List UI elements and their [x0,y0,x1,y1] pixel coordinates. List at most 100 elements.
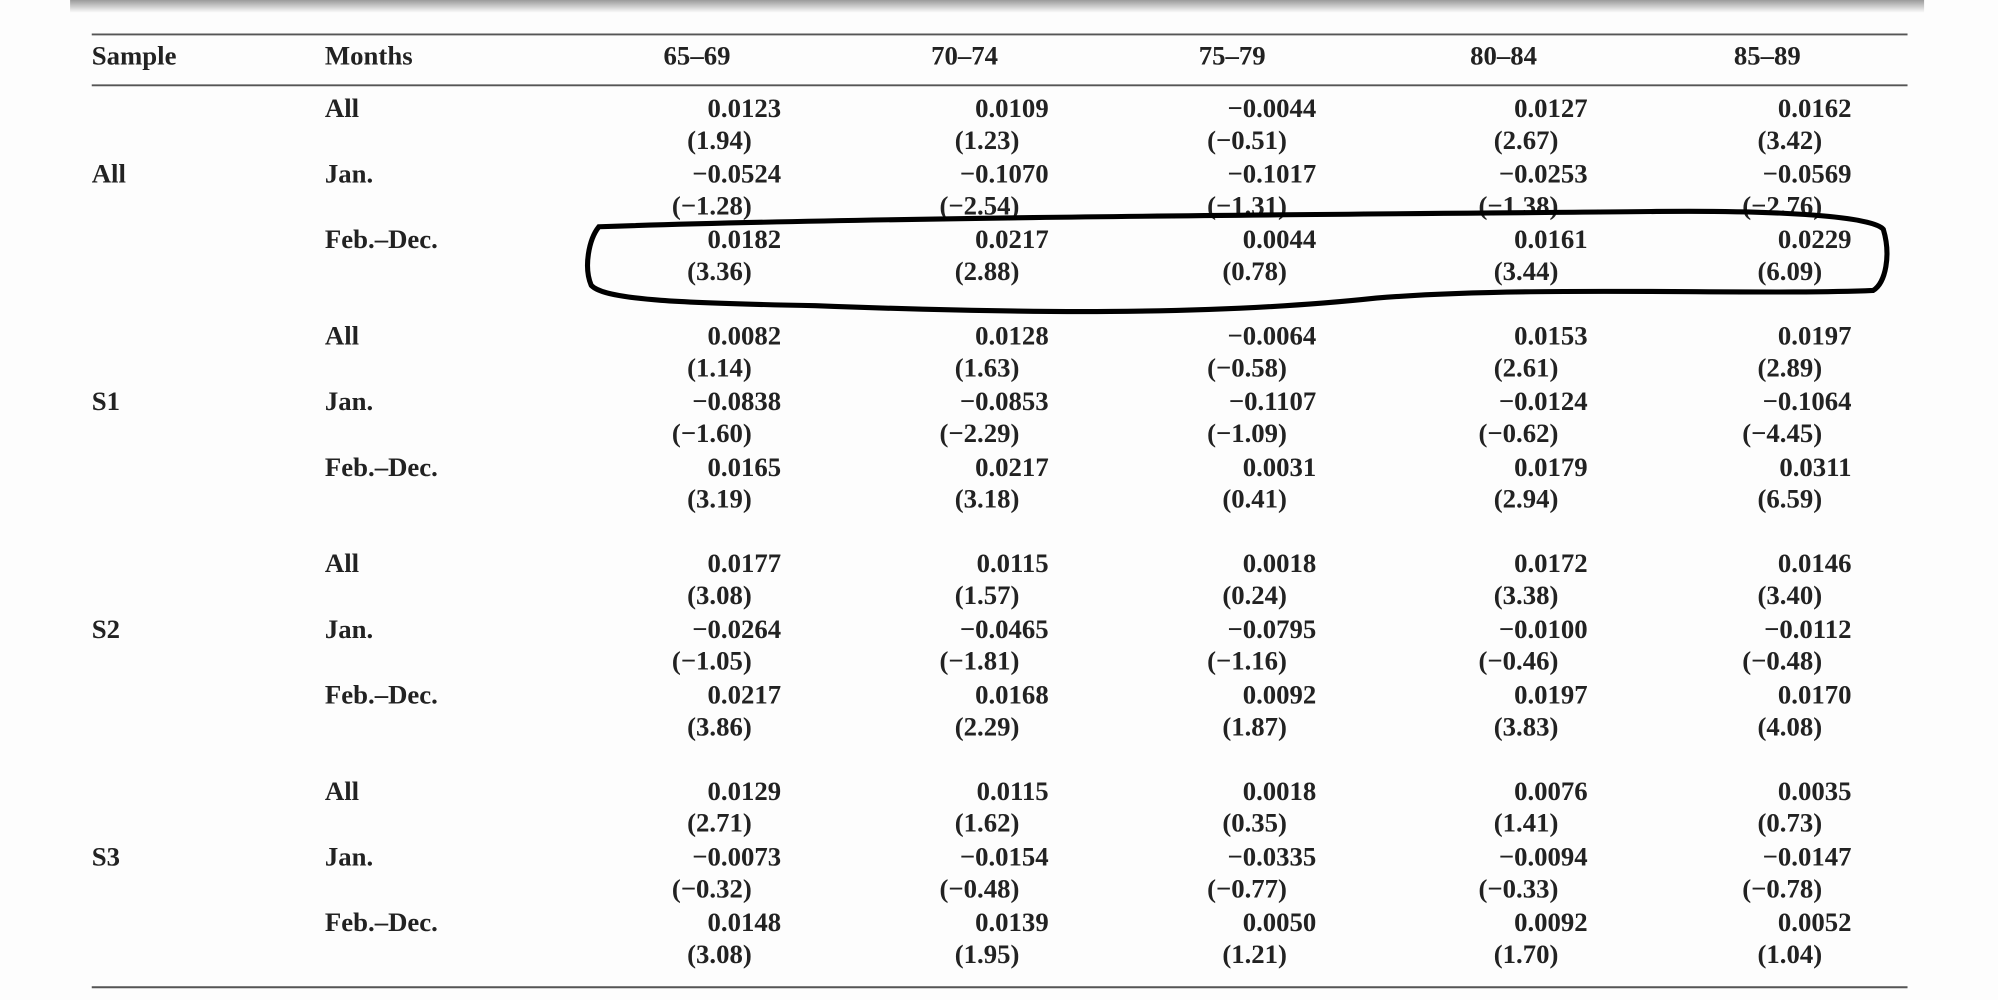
coefficient: 0.0035 [1778,776,1852,806]
months-label: All [325,548,359,578]
sample-label: S1 [92,386,120,416]
t-statistic: (3.18) [955,484,1020,514]
coefficient: 0.0197 [1514,679,1588,709]
t-statistic: (−0.62) [1479,418,1559,448]
coefficient: 0.0127 [1514,93,1588,123]
coefficient: −0.0073 [692,842,781,872]
coefficient: 0.0165 [708,452,782,482]
t-statistic: (2.89) [1758,352,1823,382]
coefficient: −0.0124 [1499,386,1588,416]
t-statistic: (−1.16) [1207,646,1287,676]
coefficient: −0.0100 [1499,614,1588,644]
coefficient: −0.0524 [692,159,781,189]
t-statistic: (2.88) [955,256,1020,286]
t-statistic: (1.63) [955,352,1020,382]
t-statistic: (4.08) [1758,711,1823,741]
coefficient: 0.0153 [1514,321,1588,351]
coefficient: 0.0217 [708,679,782,709]
coefficient: 0.0229 [1778,224,1852,254]
coefficient: −0.0853 [960,386,1049,416]
t-statistic: (1.21) [1222,939,1287,969]
t-statistic: (3.38) [1494,580,1559,610]
coefficient: −0.0094 [1499,842,1588,872]
coefficient: −0.0838 [692,386,781,416]
t-statistic: (3.42) [1758,125,1823,155]
t-statistic: (0.24) [1222,580,1287,610]
coefficient: 0.0177 [708,548,782,578]
coefficient: 0.0092 [1514,907,1588,937]
t-statistic: (3.86) [687,711,752,741]
coefficient: 0.0082 [708,321,782,351]
t-statistic: (0.41) [1222,484,1287,514]
coefficient: 0.0044 [1243,224,1317,254]
t-statistic: (1.94) [687,125,752,155]
t-statistic: (−0.78) [1742,873,1822,903]
coefficient: 0.0179 [1514,452,1588,482]
t-statistic: (2.29) [955,711,1020,741]
t-statistic: (1.62) [955,808,1020,838]
t-statistic: (6.59) [1758,484,1823,514]
t-statistic: (2.71) [687,808,752,838]
t-statistic: (−0.77) [1207,873,1287,903]
coefficient: 0.0182 [708,224,782,254]
t-statistic: (1.23) [955,125,1020,155]
sample-label: All [92,159,126,189]
months-label: Feb.–Dec. [325,452,438,482]
t-statistic: (−1.05) [672,646,752,676]
column-header: 85–89 [1734,41,1801,71]
coefficient: 0.0128 [975,321,1049,351]
coefficient: −0.1064 [1763,386,1852,416]
coefficient: 0.0050 [1243,907,1317,937]
coefficient: 0.0092 [1243,679,1317,709]
t-statistic: (3.83) [1494,711,1559,741]
coefficient: −0.1070 [960,159,1049,189]
coefficient: −0.1107 [1229,386,1316,416]
coefficient: −0.0112 [1764,614,1851,644]
t-statistic: (−2.29) [940,418,1020,448]
coefficient: 0.0115 [977,548,1049,578]
coefficient: 0.0123 [708,93,782,123]
coefficient: 0.0109 [975,93,1049,123]
column-header: 80–84 [1470,41,1537,71]
t-statistic: (−1.81) [940,646,1020,676]
coefficient: 0.0076 [1514,776,1588,806]
t-statistic: (1.14) [687,352,752,382]
months-label: All [325,321,359,351]
t-statistic: (3.19) [687,484,752,514]
coefficient: 0.0172 [1514,548,1588,578]
months-label: Jan. [325,159,373,189]
t-statistic: (3.36) [687,256,752,286]
coefficient: −0.0335 [1227,842,1316,872]
column-header: Months [325,41,413,71]
hand-drawn-highlight [585,208,1890,315]
t-statistic: (−0.51) [1207,125,1287,155]
t-statistic: (−0.48) [1742,646,1822,676]
column-header: 75–79 [1199,41,1266,71]
months-label: Jan. [325,386,373,416]
coefficient: −0.0154 [960,842,1049,872]
t-statistic: (3.08) [687,580,752,610]
sample-label: S2 [92,614,120,644]
t-statistic: (0.73) [1758,808,1823,838]
table-body: Sample Months 65–69 70–74 75–79 80–84 85–89 All… [92,41,1852,969]
coefficient: 0.0311 [1779,452,1851,482]
coefficient: 0.0018 [1243,548,1317,578]
coefficient: 0.0197 [1778,321,1852,351]
coefficient: 0.0161 [1514,224,1588,254]
t-statistic: (−0.48) [940,873,1020,903]
top-shadow [70,0,1925,13]
t-statistic: (0.35) [1222,808,1287,838]
months-label: Jan. [325,842,373,872]
t-statistic: (0.78) [1222,256,1287,286]
coefficient: −0.0253 [1499,159,1588,189]
t-statistic: (1.87) [1222,711,1287,741]
coefficient: −0.0569 [1763,159,1852,189]
coefficient: 0.0217 [975,452,1049,482]
coefficient: 0.0052 [1778,907,1852,937]
coefficient: −0.0064 [1227,321,1316,351]
coefficient: 0.0162 [1778,93,1852,123]
coefficient: 0.0146 [1778,548,1852,578]
coefficient: 0.0031 [1243,452,1317,482]
